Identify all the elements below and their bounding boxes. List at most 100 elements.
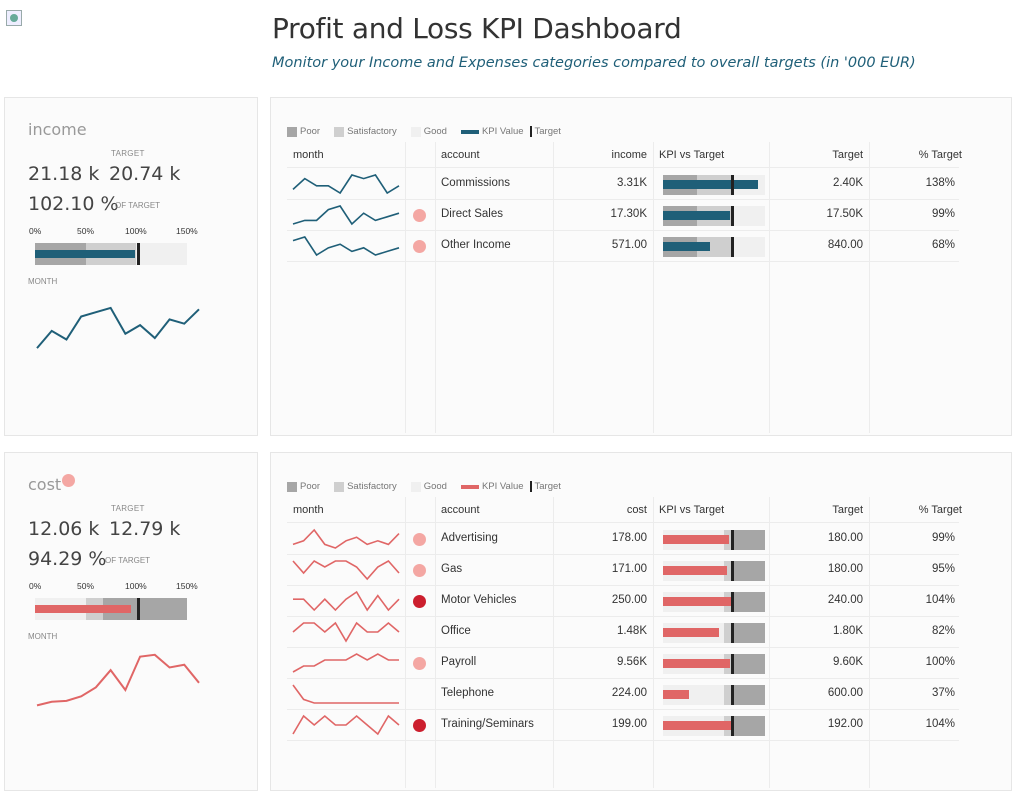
row-bullet-chart	[663, 237, 765, 257]
cost-tick-100: 100%	[125, 581, 147, 591]
row-pct-target: 104%	[925, 594, 955, 606]
bullet-target-marker	[731, 175, 735, 195]
table-column-divider	[869, 142, 870, 433]
table-row[interactable]: Telephone 224.00 600.00 37%	[287, 679, 959, 710]
row-target: 17.50K	[826, 208, 863, 220]
row-pct-target: 138%	[925, 177, 955, 189]
page-title: Profit and Loss KPI Dashboard	[272, 12, 682, 45]
row-status-dot	[413, 564, 426, 577]
row-account: Other Income	[441, 239, 511, 251]
income-kpi-card[interactable]: income TARGET 21.18 k 20.74 k 102.10 % O…	[4, 97, 258, 436]
table-row[interactable]: Training/Seminars 199.00 192.00 104%	[287, 710, 959, 741]
table-row[interactable]: Commissions 3.31K 2.40K 138%	[287, 169, 959, 200]
header-kpi-vs-target[interactable]: KPI vs Target	[659, 149, 725, 161]
row-pct-target: 68%	[931, 239, 955, 251]
header-month[interactable]: month	[293, 504, 324, 516]
sparkline-series	[292, 559, 400, 581]
table-column-divider	[653, 497, 654, 788]
header-target[interactable]: Target	[832, 504, 863, 516]
income-month-label: MONTH	[28, 277, 58, 286]
table-row[interactable]: Office 1.48K 1.80K 82%	[287, 617, 959, 648]
bullet-band	[102, 598, 187, 620]
bullet-band	[731, 685, 765, 705]
table-row[interactable]: Payroll 9.56K 9.60K 100%	[287, 648, 959, 679]
bullet-value-bar	[663, 180, 758, 189]
table-row[interactable]: Motor Vehicles 250.00 240.00 104%	[287, 586, 959, 617]
header-account[interactable]: account	[441, 504, 480, 516]
row-value: 9.56K	[616, 656, 647, 668]
row-account: Telephone	[441, 687, 495, 699]
table-row[interactable]: Other Income 571.00 840.00 68%	[287, 231, 959, 262]
row-sparkline	[292, 684, 399, 704]
cost-tick-150: 150%	[176, 581, 198, 591]
table-column-divider	[405, 497, 406, 788]
row-status-dot	[413, 719, 426, 732]
row-account: Training/Seminars	[441, 718, 534, 730]
bullet-band	[731, 530, 765, 550]
row-status-dot	[413, 209, 426, 222]
header-pct-target[interactable]: % Target	[918, 149, 962, 161]
header-target[interactable]: Target	[832, 149, 863, 161]
row-bullet-chart	[663, 623, 765, 643]
row-pct-target: 99%	[931, 532, 955, 544]
income-tick-100: 100%	[125, 226, 147, 236]
table-column-divider	[869, 497, 870, 788]
row-value: 178.00	[611, 532, 647, 544]
table-row[interactable]: Advertising 178.00 180.00 99%	[287, 524, 959, 555]
row-target: 9.60K	[832, 656, 863, 668]
row-target: 840.00	[827, 239, 863, 251]
header-month[interactable]: month	[293, 149, 324, 161]
cost-legend: Poor Satisfactory Good KPI Value Target	[287, 481, 575, 492]
sparkline-series	[292, 653, 399, 673]
row-value: 3.31K	[616, 177, 647, 189]
row-bullet-chart	[663, 654, 765, 674]
bullet-band	[136, 243, 187, 265]
row-sparkline	[292, 236, 400, 257]
bullet-band	[724, 561, 732, 581]
row-value: 571.00	[611, 239, 647, 251]
sparkline-series	[292, 684, 399, 704]
row-sparkline	[292, 653, 399, 673]
bullet-band	[731, 592, 765, 612]
income-legend: Poor Satisfactory Good KPI Value Target	[287, 126, 575, 137]
sparkline-series	[293, 590, 400, 612]
table-row[interactable]: Direct Sales 17.30K 17.50K 99%	[287, 200, 959, 231]
cost-tick-0: 0%	[29, 581, 42, 591]
row-target: 180.00	[827, 563, 863, 575]
legend-kpi-value: KPI Value	[460, 481, 524, 492]
bullet-value-bar	[663, 690, 689, 699]
legend-target: Target	[529, 481, 561, 492]
row-bullet-chart	[663, 716, 765, 736]
trend-series-line	[36, 653, 200, 707]
legend-satisfactory: Satisfactory	[334, 481, 397, 492]
bullet-value-bar	[663, 721, 733, 730]
cost-bullet-chart	[35, 598, 187, 620]
row-target: 240.00	[827, 594, 863, 606]
income-of-target-label: OF TARGET	[115, 201, 161, 210]
header-value[interactable]: cost	[626, 504, 647, 516]
cost-kpi-card[interactable]: cost TARGET 12.06 k 12.79 k 94.29 % OF T…	[4, 452, 258, 791]
row-sparkline	[292, 528, 400, 549]
cost-of-target-label: OF TARGET	[105, 556, 151, 565]
header-account[interactable]: account	[441, 149, 480, 161]
table-row[interactable]: Gas 171.00 180.00 95%	[287, 555, 959, 586]
income-target-value: 20.74 k	[109, 163, 181, 185]
row-pct-target: 37%	[931, 687, 955, 699]
row-value: 250.00	[611, 594, 647, 606]
sparkline-series	[292, 205, 400, 226]
bullet-band	[731, 654, 765, 674]
cost-card-title: cost	[28, 475, 62, 494]
row-pct-target: 104%	[925, 718, 955, 730]
legend-satisfactory: Satisfactory	[334, 126, 397, 137]
cost-target-value: 12.79 k	[109, 518, 181, 540]
header-pct-target[interactable]: % Target	[918, 504, 962, 516]
income-target-label: TARGET	[111, 149, 145, 158]
header-kpi-vs-target[interactable]: KPI vs Target	[659, 504, 725, 516]
header-value[interactable]: income	[611, 149, 647, 161]
bullet-value-bar	[663, 659, 731, 668]
row-sparkline	[292, 621, 400, 643]
row-account: Commissions	[441, 177, 511, 189]
row-sparkline	[293, 590, 400, 612]
legend-kpi-value: KPI Value	[460, 126, 524, 137]
bullet-value-bar	[663, 597, 733, 606]
